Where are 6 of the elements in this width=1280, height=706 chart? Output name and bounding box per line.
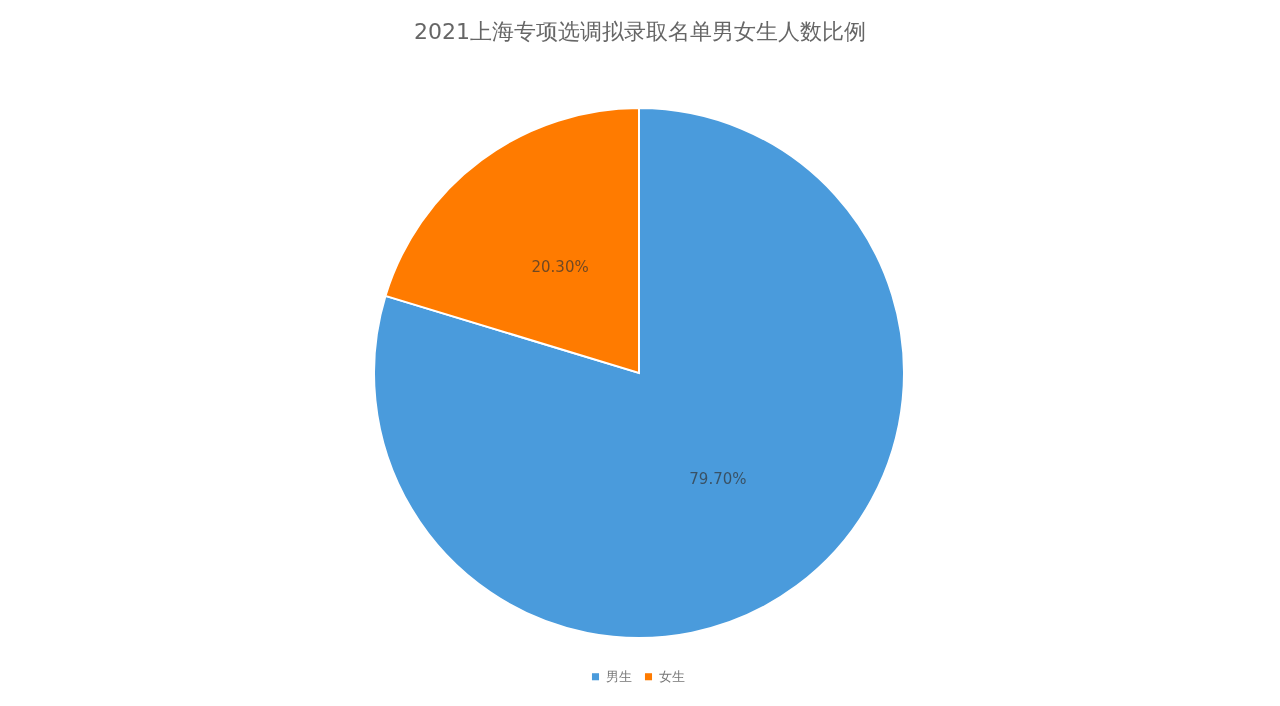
chart-title: 2021上海专项选调拟录取名单男女生人数比例 [414,19,866,44]
legend-label: 男生 [606,668,632,684]
data-label: 79.70% [689,470,747,489]
pie-slice [373,107,905,639]
legend-label: 女生 [659,668,685,684]
data-label: 20.30% [531,257,589,276]
